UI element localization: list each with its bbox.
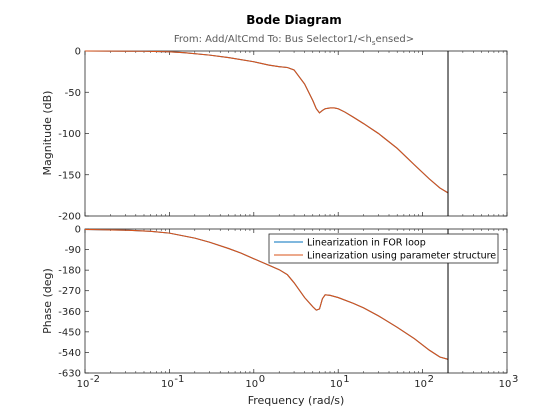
y-tick-label: -200	[58, 212, 81, 223]
x-tick-label: 10	[499, 379, 512, 390]
x-tick-exponent: 1	[343, 374, 349, 385]
legend-label-for-loop: Linearization in FOR loop	[307, 238, 426, 249]
series-line-param-struct	[84, 228, 449, 360]
x-tick-exponent: 0	[259, 374, 265, 385]
y-tick-label: 0	[75, 225, 81, 236]
x-tick-exponent: -1	[174, 374, 184, 385]
legend-label-param-struct: Linearization using parameter structure	[307, 251, 496, 262]
x-tick-label: 10	[161, 379, 174, 390]
y-tick-label: -450	[58, 327, 81, 338]
x-tick-exponent: 2	[428, 374, 434, 385]
x-axis-label: Frequency (rad/s)	[248, 394, 345, 407]
chart-title: Bode Diagram	[246, 13, 342, 27]
y-tick-label: -150	[58, 170, 81, 181]
x-tick-exponent: -2	[90, 374, 100, 385]
x-tick-labels: 10 -2 10 -1 10 0 10 1 10 2 10 3	[77, 374, 519, 390]
phase-ticks: 0 -90 -180 -270 -360 -450 -540 -630	[58, 225, 508, 380]
magnitude-axes-box	[84, 50, 508, 217]
x-tick-label: 10	[330, 379, 343, 390]
x-tick-label: 10	[245, 379, 258, 390]
magnitude-ticks: 0 -50 -100 -150 -200	[58, 47, 508, 223]
phase-ylabel: Phase (deg)	[41, 268, 54, 334]
y-tick-label: -180	[58, 266, 81, 277]
legend: Linearization in FOR loop Linearization …	[268, 233, 499, 264]
subtitle-main: From: Add/AltCmd To: Bus Selector1/<h	[174, 34, 372, 45]
x-tick-label: 10	[414, 379, 427, 390]
y-tick-label: 0	[75, 47, 81, 58]
y-tick-label: -270	[58, 286, 81, 297]
y-tick-label: -540	[58, 348, 81, 359]
subtitle-tail: ensed>	[376, 34, 415, 45]
x-tick-label: 10	[77, 379, 90, 390]
chart-subtitle: From: Add/AltCmd To: Bus Selector1/<hsen…	[174, 34, 414, 47]
y-tick-label: -90	[65, 245, 81, 256]
magnitude-ylabel: Magnitude (dB)	[41, 91, 54, 176]
subtitle-sub: s	[372, 39, 376, 47]
magnitude-panel: 0 -50 -100 -150 -200 Magnitude (dB)	[41, 47, 508, 223]
y-tick-label: -630	[58, 369, 81, 380]
series-line-param-struct	[84, 50, 449, 194]
magnitude-lines	[84, 50, 449, 216]
y-tick-label: -50	[65, 88, 81, 99]
y-tick-label: -100	[58, 129, 81, 140]
x-tick-exponent: 3	[512, 374, 518, 385]
legend-box	[268, 233, 499, 264]
y-tick-label: -360	[58, 307, 81, 318]
